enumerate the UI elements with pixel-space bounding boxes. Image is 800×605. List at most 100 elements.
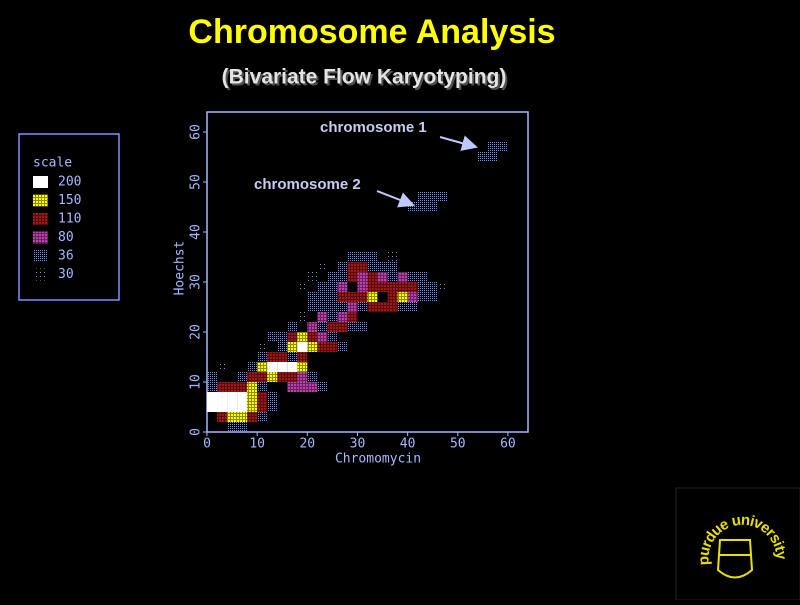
y-tick-label: 20: [189, 324, 204, 340]
density-cell: [397, 292, 408, 302]
density-cell: [267, 372, 278, 382]
density-cell: [257, 402, 268, 412]
density-cell: [207, 372, 218, 382]
density-cell: [307, 382, 318, 392]
legend-label: 110: [58, 212, 81, 227]
density-cell: [407, 272, 418, 282]
annotation: chromosome 2: [254, 176, 361, 193]
x-tick-label: 30: [350, 437, 366, 452]
density-cell: [277, 352, 288, 362]
density-cell: [357, 252, 368, 262]
legend-swatch: [33, 268, 48, 281]
density-cell: [367, 272, 378, 282]
density-cell: [407, 282, 418, 292]
density-cell: [267, 402, 278, 412]
density-cell: [247, 362, 258, 372]
density-cell: [257, 412, 268, 422]
density-cell: [247, 382, 258, 392]
annotation: chromosome 1: [320, 119, 427, 136]
x-tick-label: 0: [203, 437, 211, 452]
density-cell: [347, 292, 358, 302]
density-cell: [347, 262, 358, 272]
density-cell: [247, 402, 258, 412]
legend-box: [18, 133, 120, 301]
density-cell: [327, 332, 338, 342]
density-cell: [317, 282, 328, 292]
density-cell: [297, 282, 308, 292]
density-cell: [387, 272, 398, 282]
density-cell: [337, 312, 348, 322]
density-cell: [297, 372, 308, 382]
density-cell: [417, 202, 428, 212]
y-tick-label: 30: [189, 274, 204, 290]
logo-background: [675, 487, 800, 601]
density-cell: [237, 392, 248, 402]
density-cell: [437, 282, 448, 292]
density-cell: [287, 382, 298, 392]
density-cell: [217, 362, 228, 372]
x-tick-label: 20: [299, 437, 315, 452]
density-cell: [377, 262, 388, 272]
y-tick-label: 0: [189, 428, 204, 436]
density-cell: [317, 292, 328, 302]
density-cell: [307, 292, 318, 302]
legend-swatch: [33, 213, 48, 225]
density-cell: [357, 302, 368, 312]
density-cell: [237, 372, 248, 382]
density-cell: [397, 282, 408, 292]
density-cell: [317, 302, 328, 312]
slide-title: Chromosome Analysis: [188, 13, 555, 51]
density-cell: [257, 352, 268, 362]
density-cell: [367, 282, 378, 292]
density-cell: [407, 302, 418, 312]
density-cell: [227, 382, 238, 392]
density-cell: [277, 342, 288, 352]
y-tick-label: 40: [189, 224, 204, 240]
density-cell: [337, 322, 348, 332]
x-tick-label: 60: [500, 437, 516, 452]
density-cell: [237, 412, 248, 422]
density-cell: [237, 382, 248, 392]
density-cell: [217, 412, 228, 422]
density-cell: [347, 322, 358, 332]
density-cell: [257, 392, 268, 402]
legend-swatch: [33, 176, 48, 188]
density-cell: [227, 392, 238, 402]
density-cell: [387, 302, 398, 312]
density-cell: [427, 192, 438, 202]
density-cell: [327, 282, 338, 292]
density-cell: [297, 332, 308, 342]
density-cell: [427, 202, 438, 212]
density-cell: [257, 382, 268, 392]
density-cell: [317, 342, 328, 352]
density-cell: [287, 362, 298, 372]
legend-swatch: [33, 194, 48, 207]
density-cell: [327, 342, 338, 352]
legend-label: 150: [58, 193, 81, 208]
density-cell: [397, 302, 408, 312]
density-cell: [237, 402, 248, 412]
density-cell: [337, 262, 348, 272]
density-cell: [307, 332, 318, 342]
density-cell: [417, 192, 428, 202]
density-cell: [297, 382, 308, 392]
density-cell: [437, 192, 448, 202]
subtitle: (Bivariate Flow Karyotyping): [222, 66, 507, 89]
plot-frame: [206, 111, 529, 433]
legend-swatch: [33, 250, 48, 262]
density-cell: [397, 272, 408, 282]
density-cell: [217, 402, 228, 412]
density-cell: [327, 272, 338, 282]
density-cell: [367, 302, 378, 312]
density-cell: [227, 422, 238, 432]
density-cell: [347, 272, 358, 282]
y-axis-label: Hoechst: [173, 241, 188, 296]
density-cell: [207, 402, 218, 412]
density-cell: [347, 302, 358, 312]
density-cell: [367, 262, 378, 272]
density-cell: [387, 292, 398, 302]
density-cell: [497, 142, 508, 152]
density-cell: [387, 262, 398, 272]
density-cell: [267, 332, 278, 342]
density-cell: [417, 292, 428, 302]
